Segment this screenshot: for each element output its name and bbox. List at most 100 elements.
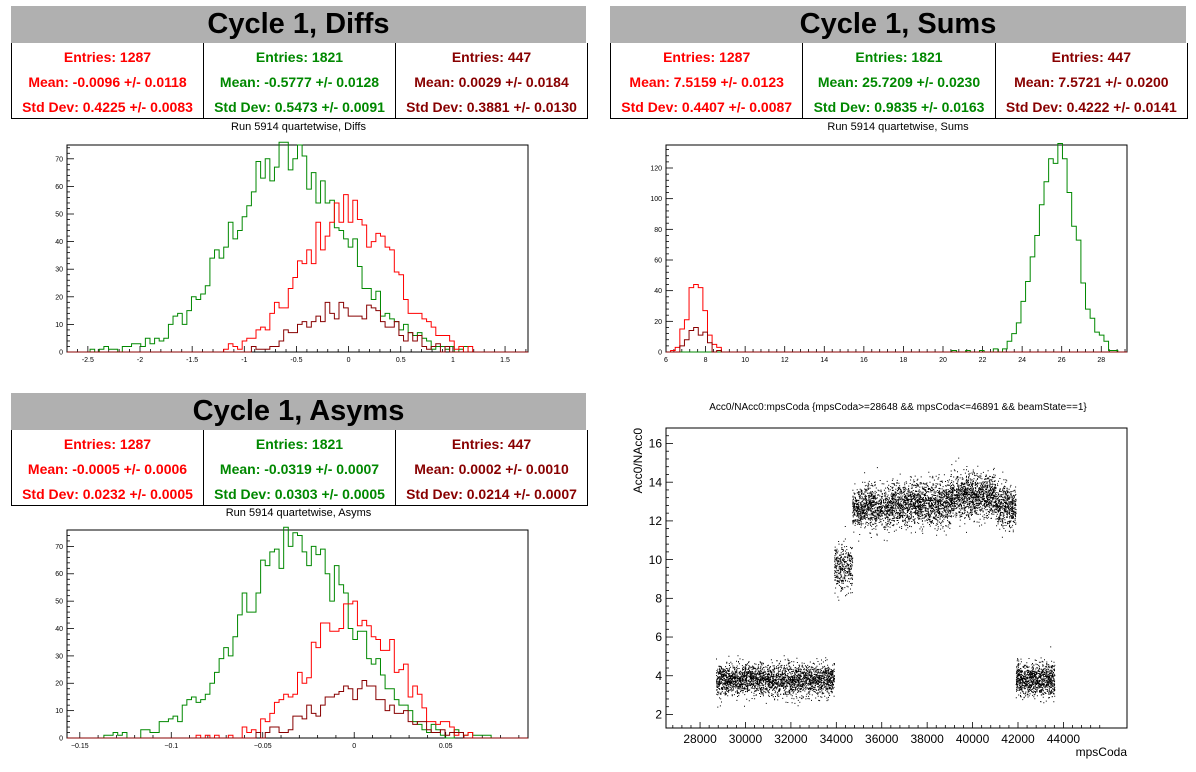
x-tick-label: -1.5 xyxy=(186,357,198,364)
y-tick-label: 6 xyxy=(655,630,662,644)
histogram-series-2 xyxy=(67,600,528,739)
x-tick-label: 0 xyxy=(352,743,356,750)
y-tick-label: 16 xyxy=(649,437,663,451)
x-tick-label: 10 xyxy=(741,357,749,364)
mean: Mean: -0.0096 +/- 0.0118 xyxy=(28,74,187,90)
histogram-series-1 xyxy=(67,141,528,353)
stats-col-2: Entries: 1821 Mean: -0.5777 +/- 0.0128 S… xyxy=(203,43,395,118)
x-axis-label: mpsCoda xyxy=(1076,745,1128,759)
x-tick-label: 42000 xyxy=(1001,732,1035,746)
std-dev: Std Dev: 0.9835 +/- 0.0163 xyxy=(813,99,985,115)
entries: Entries: 447 xyxy=(1051,49,1131,65)
y-tick-label: 30 xyxy=(55,267,63,274)
scatter-points xyxy=(716,457,1056,708)
x-tick-label: 28 xyxy=(1097,357,1105,364)
std-dev: Std Dev: 0.0214 +/- 0.0007 xyxy=(406,486,577,502)
std-dev: Std Dev: 0.0303 +/- 0.0005 xyxy=(214,486,385,502)
scatter-title: Acc0/NAcc0:mpsCoda {mpsCoda>=28648 && mp… xyxy=(709,402,1087,413)
mean: Mean: 0.0002 +/- 0.0010 xyxy=(414,461,569,477)
y-tick-label: 8 xyxy=(655,592,662,606)
asyms-title: Cycle 1, Asyms xyxy=(11,393,586,430)
y-tick-label: 80 xyxy=(654,227,662,234)
x-tick-label: −0.05 xyxy=(254,743,272,750)
y-tick-label: 30 xyxy=(55,653,63,660)
acc0-scatter-plot: 28000 30000 32000 34000 36000 38000 40000 42000… xyxy=(631,427,1128,759)
y-tick-label: 0 xyxy=(658,349,662,356)
x-tick-label: −0.15 xyxy=(71,743,89,750)
y-tick-label: 60 xyxy=(654,257,662,264)
entries: Entries: 447 xyxy=(451,49,532,65)
x-tick-label: 26 xyxy=(1058,357,1066,364)
asyms-stats-box: Entries: 1287 Mean: -0.0005 +/- 0.0006 S… xyxy=(11,430,588,506)
entries: Entries: 1287 xyxy=(63,436,152,452)
y-tick-label: 60 xyxy=(55,184,63,191)
y-tick-label: 70 xyxy=(55,544,63,551)
stats-col-3: Entries: 447 Mean: 0.0002 +/- 0.0010 Std… xyxy=(395,430,587,505)
plot-frame xyxy=(665,144,1128,353)
stats-col-2: Entries: 1821 Mean: -0.0319 +/- 0.0007 S… xyxy=(203,430,395,505)
histogram-series-1 xyxy=(666,142,1127,353)
histogram-series-3 xyxy=(67,680,528,739)
x-tick-label: 0 xyxy=(347,357,351,364)
x-tick-label: -0.5 xyxy=(290,357,302,364)
asyms-subtitle: Run 5914 quartetwise, Asyms xyxy=(225,507,372,519)
y-tick-label: 2 xyxy=(655,708,662,722)
stats-col-2: Entries: 1821 Mean: 25.7209 +/- 0.0230 S… xyxy=(802,43,994,118)
diffs-title: Cycle 1, Diffs xyxy=(11,6,586,43)
x-tick-label: -2 xyxy=(137,357,143,364)
x-tick-label: 18 xyxy=(900,357,908,364)
y-tick-label: 12 xyxy=(649,514,663,528)
plot-frame xyxy=(66,144,529,353)
mean: Mean: -0.0319 +/- 0.0007 xyxy=(219,461,380,477)
entries: Entries: 1821 xyxy=(855,49,943,65)
x-tick-label: 44000 xyxy=(1047,732,1081,746)
plot-frame xyxy=(66,529,529,739)
y-tick-label: 0 xyxy=(59,349,63,356)
y-tick-label: 40 xyxy=(654,288,662,295)
stats-col-1: Entries: 1287 Mean: -0.0005 +/- 0.0006 S… xyxy=(12,430,203,505)
x-tick-label: 32000 xyxy=(774,732,808,746)
mean: Mean: 7.5721 +/- 0.0200 xyxy=(1014,74,1169,90)
histogram-series-2 xyxy=(666,284,1127,353)
y-axis-label: Acc0/NAcc0 xyxy=(631,428,645,494)
stats-col-1: Entries: 1287 Mean: -0.0096 +/- 0.0118 S… xyxy=(12,43,203,118)
std-dev: Std Dev: 0.5473 +/- 0.0091 xyxy=(214,99,385,115)
sums-stats-box: Entries: 1287 Mean: 7.5159 +/- 0.0123 St… xyxy=(610,43,1188,119)
x-tick-label: 20 xyxy=(939,357,947,364)
mean: Mean: 0.0029 +/- 0.0184 xyxy=(414,74,569,90)
y-tick-label: 14 xyxy=(649,475,663,489)
x-tick-label: 30000 xyxy=(729,732,763,746)
entries: Entries: 1821 xyxy=(255,436,344,452)
mean: Mean: 7.5159 +/- 0.0123 xyxy=(629,74,784,90)
sums-histogram: 6 8 10 12 14 16 18 20 22 24 26 28 0 20 40 60 80 100 120 xyxy=(650,142,1128,364)
mean: Mean: 25.7209 +/- 0.0230 xyxy=(817,74,981,90)
x-tick-label: 34000 xyxy=(820,732,854,746)
x-tick-label: 1.5 xyxy=(500,357,510,364)
y-tick-label: 50 xyxy=(55,211,63,218)
diffs-subtitle: Run 5914 quartetwise, Diffs xyxy=(231,121,366,133)
sums-subtitle: Run 5914 quartetwise, Sums xyxy=(827,121,969,133)
std-dev: Std Dev: 0.4225 +/- 0.0083 xyxy=(22,99,193,115)
x-tick-label: 22 xyxy=(979,357,987,364)
x-tick-label: 0.5 xyxy=(396,357,406,364)
x-tick-label: 16 xyxy=(860,357,868,364)
y-tick-label: 10 xyxy=(649,553,663,567)
histogram-series-3 xyxy=(666,326,1127,353)
y-tick-label: 20 xyxy=(55,294,63,301)
std-dev: Std Dev: 0.4407 +/- 0.0087 xyxy=(621,99,793,115)
mean: Mean: -0.0005 +/- 0.0006 xyxy=(27,461,188,477)
x-tick-label: 6 xyxy=(664,357,668,364)
y-tick-label: 60 xyxy=(55,571,63,578)
y-tick-label: 10 xyxy=(55,708,63,715)
diffs-stats-box: Entries: 1287 Mean: -0.0096 +/- 0.0118 S… xyxy=(11,43,588,119)
x-tick-label: -2.5 xyxy=(82,357,94,364)
stats-col-3: Entries: 447 Mean: 0.0029 +/- 0.0184 Std… xyxy=(395,43,587,118)
plot-frame xyxy=(665,427,1128,729)
y-tick-label: 50 xyxy=(55,599,63,606)
y-tick-label: 40 xyxy=(55,239,63,246)
x-tick-label: 0.05 xyxy=(439,743,453,750)
y-tick-label: 40 xyxy=(55,626,63,633)
x-tick-label: 8 xyxy=(704,357,708,364)
x-tick-label: 12 xyxy=(781,357,789,364)
